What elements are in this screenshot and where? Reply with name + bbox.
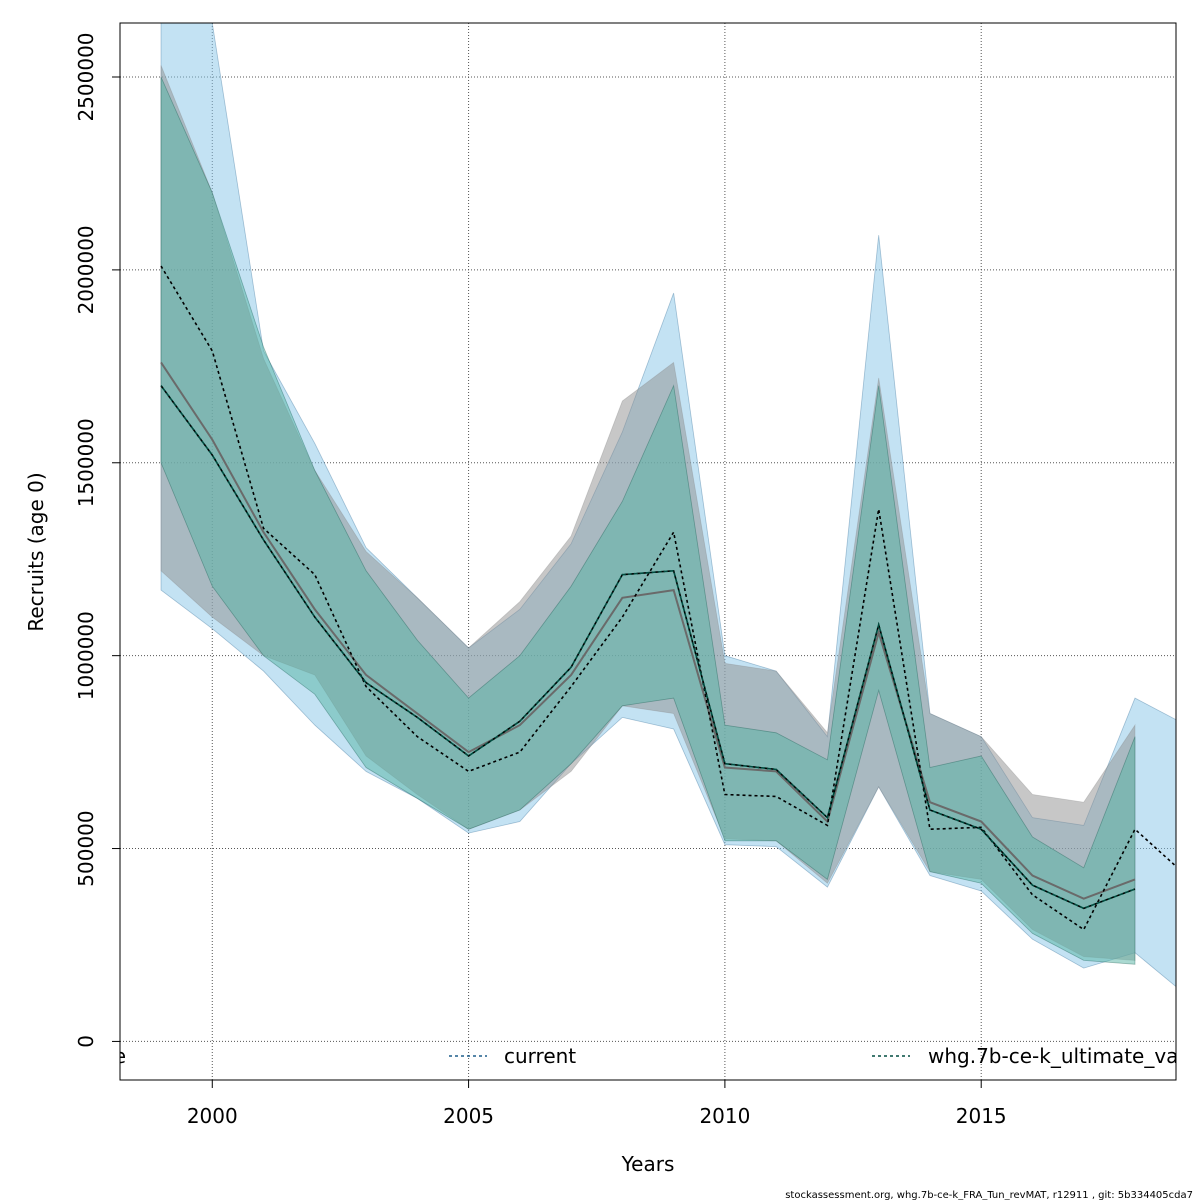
footer-credit: stockassessment.org, whg.7b-ce-k_FRA_Tun… bbox=[785, 1190, 1193, 1200]
legend-label-2: whg.7b-ce-k_ultimate_va bbox=[928, 1044, 1178, 1068]
y-axis-title: Recruits (age 0) bbox=[24, 472, 48, 631]
y-tick-label: 500000 bbox=[74, 810, 98, 886]
y-tick-label: 1500000 bbox=[74, 418, 98, 507]
y-tick-label: 2000000 bbox=[74, 225, 98, 314]
y-tick-label: 1000000 bbox=[74, 611, 98, 700]
y-tick-label: 0 bbox=[74, 1035, 98, 1048]
series-2-line-overlay bbox=[160, 385, 1136, 910]
legend: e current whg.7b-ce-k_ultimate_va bbox=[114, 1044, 1178, 1068]
x-tick-label: 2015 bbox=[956, 1104, 1007, 1128]
series-2-band bbox=[160, 76, 1136, 965]
legend-label-1: current bbox=[504, 1044, 576, 1068]
confidence-bands bbox=[160, 23, 1176, 988]
x-tick-label: 2005 bbox=[443, 1104, 494, 1128]
plot-frame bbox=[119, 22, 1177, 1081]
x-tick-label: 2000 bbox=[187, 1104, 238, 1128]
x-axis-title: Years bbox=[621, 1152, 675, 1176]
legend-label-0: e bbox=[114, 1044, 126, 1068]
series-0-line bbox=[160, 361, 1136, 900]
axes: 2000 2005 2010 2015 0 500000 1000000 1500000 200… bbox=[74, 32, 1007, 1128]
x-tick-label: 2010 bbox=[699, 1104, 750, 1128]
y-tick-label: 2500000 bbox=[74, 32, 98, 121]
series-lines bbox=[160, 265, 1176, 931]
